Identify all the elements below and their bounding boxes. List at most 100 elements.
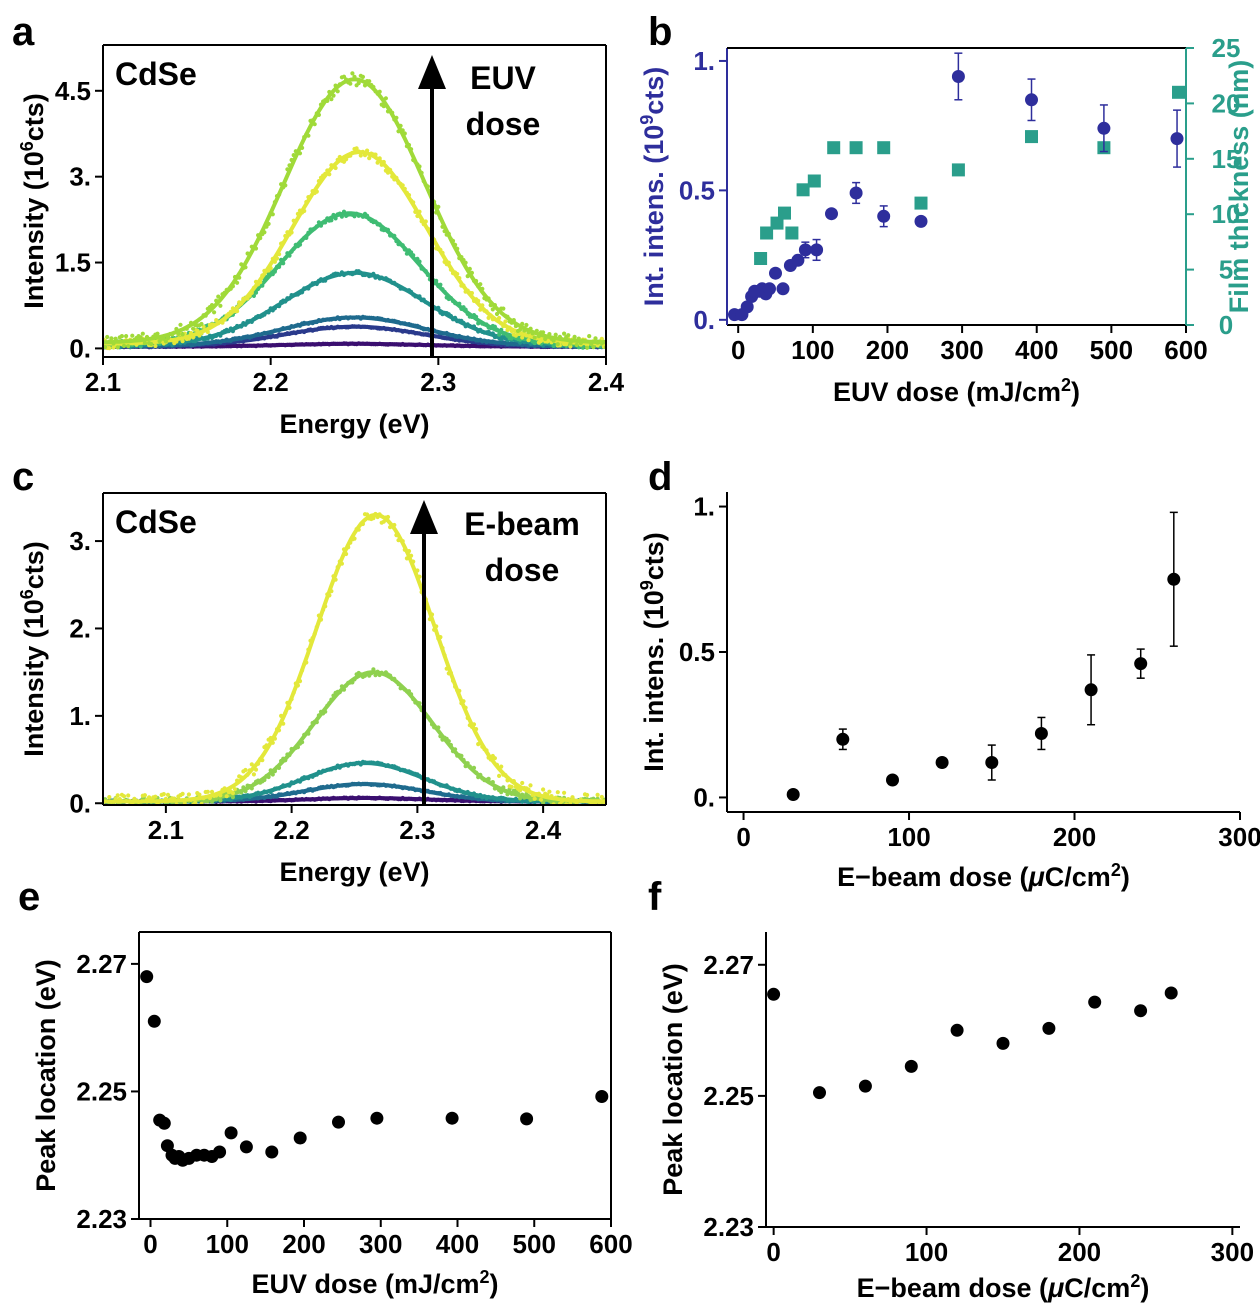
spectrum-point (235, 280, 240, 285)
thickness-point (914, 196, 928, 210)
spectrum-point (111, 341, 116, 346)
spectrum-point (130, 333, 135, 338)
spectrum-point (480, 303, 485, 308)
spectrum-point (138, 335, 143, 340)
y2-tick-label: 20 (1212, 88, 1241, 118)
spectrum-series (103, 71, 606, 350)
spectrum-point (239, 262, 244, 267)
spectrum-point (440, 224, 445, 229)
spectrum-point (484, 322, 489, 327)
spectrum-point (356, 149, 361, 154)
spectrum-point (306, 286, 311, 291)
spectrum-point (392, 522, 397, 528)
spectrum-point (406, 193, 412, 198)
y-tick-label: 0. (69, 333, 91, 363)
panel-d-intensity-vs-ebeam-dose: d 0 100 200 300 0. 0.5 1. E−beam dose (μC/cm2) I… (637, 455, 1260, 892)
spectrum-point (518, 327, 523, 332)
spectrum-point (314, 281, 319, 287)
spectrum-point (509, 791, 514, 797)
spectrum-point (205, 336, 210, 341)
spectrum-point (107, 795, 112, 800)
spectrum-point (505, 778, 510, 783)
spectrum-point (304, 235, 309, 240)
spectrum-point (247, 251, 252, 257)
spectrum-point (434, 278, 439, 283)
spectrum-point (205, 799, 210, 804)
spectrum-point (297, 779, 303, 784)
spectrum-point (555, 342, 560, 347)
peak-point (1134, 1004, 1148, 1018)
spectrum-point (406, 689, 412, 694)
spectrum-point (191, 335, 196, 340)
spectrum-point (488, 313, 493, 318)
spectrum-point (304, 660, 309, 665)
spectrum-point (492, 756, 497, 761)
spectrum-point (268, 266, 273, 271)
spectrum-point (409, 692, 414, 697)
spectrum-point (103, 345, 108, 350)
spectrum-point (511, 779, 516, 784)
spectrum-point (193, 800, 198, 805)
spectrum-point (138, 344, 143, 349)
spectrum-point (553, 795, 558, 800)
intensity-point (786, 788, 800, 801)
spectrum-point (518, 796, 523, 801)
spectrum-point (124, 334, 129, 339)
spectrum-point (239, 775, 244, 780)
spectrum-series (101, 511, 606, 810)
spectrum-point (283, 299, 288, 304)
y2-tick-label: 10 (1212, 199, 1241, 229)
intensity-point (985, 756, 999, 769)
spectrum-point (253, 290, 259, 295)
spectrum-point (329, 589, 334, 594)
spectrum-point (203, 313, 208, 318)
spectrum-point (306, 731, 311, 736)
spectrum-point (289, 697, 294, 702)
intensity-point (1134, 657, 1148, 671)
spectrum-point (425, 184, 430, 189)
spectrum-point (474, 727, 479, 732)
spectrum-point (101, 806, 105, 810)
material-label: CdSe (115, 56, 197, 92)
spectrum-point (360, 214, 365, 219)
spectrum-point (186, 336, 191, 341)
thickness-point (807, 174, 821, 188)
spectrum-point (239, 301, 244, 306)
spectrum-point (448, 267, 453, 272)
spectrum-point (329, 97, 334, 102)
spectrum-point (432, 627, 437, 632)
spectrum-point (385, 227, 391, 232)
spectrum-point (469, 291, 474, 296)
spectrum-point (494, 762, 500, 768)
spectrum-point (436, 725, 441, 730)
y-tick-label: 2.27 (703, 950, 754, 980)
spectrum-point (497, 332, 502, 337)
spectrum-point (444, 666, 449, 671)
spectrum-point (235, 309, 240, 314)
spectrum-point (306, 647, 311, 652)
peak-point (147, 1014, 161, 1028)
spectrum-point (572, 334, 577, 339)
spectrum-point (381, 159, 386, 165)
spectrum-point (153, 794, 158, 799)
spectrum-point (205, 789, 210, 794)
intensity-point (776, 282, 790, 296)
spectrum-point (373, 152, 378, 157)
spectrum-point (465, 274, 470, 279)
spectrum-point (293, 219, 298, 224)
spectrum-point (467, 266, 472, 271)
spectrum-point (283, 710, 288, 716)
spectrum-point (536, 334, 542, 339)
x-tick-label: 400 (1015, 335, 1058, 365)
x-tick-label: 300 (359, 1229, 402, 1259)
peak-point (239, 1140, 253, 1154)
spectrum-point (279, 182, 284, 187)
spectrum-point (279, 713, 284, 719)
spectrum-point (566, 333, 571, 338)
spectrum-point (367, 156, 372, 161)
spectrum-point (490, 307, 495, 312)
spectrum-point (574, 800, 579, 805)
spectrum-point (281, 721, 286, 726)
thickness-point (796, 183, 810, 197)
spectrum-point (341, 209, 347, 214)
